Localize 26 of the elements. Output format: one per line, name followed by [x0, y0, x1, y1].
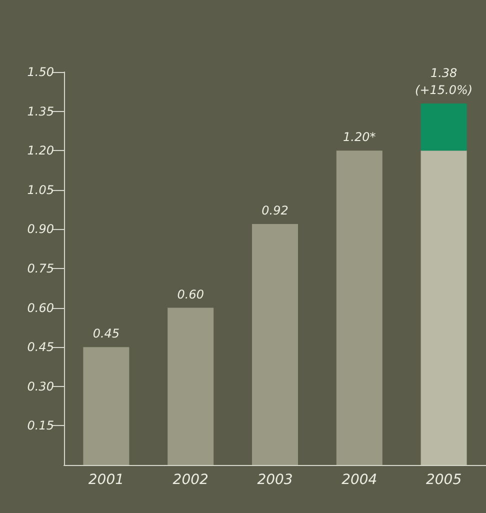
x-tick-label: 2003	[257, 472, 293, 488]
total-label: 0.45	[92, 326, 120, 341]
total-label: 1.20*	[343, 130, 376, 144]
bar	[336, 150, 382, 465]
bar	[252, 224, 298, 465]
bar	[168, 308, 214, 465]
total-label: 1.38 (+15.0%)	[415, 66, 473, 97]
x-tick-label: 2002	[172, 472, 208, 488]
total-label: 0.92	[262, 203, 288, 218]
y-tick-label: 0.45	[27, 340, 54, 354]
y-tick-label: 0.15	[27, 418, 54, 433]
y-tick-label: 1.05	[27, 182, 54, 197]
bar	[420, 150, 467, 465]
y-tick-label: 0.30	[27, 379, 54, 394]
y-tick-label: 0.90	[27, 222, 54, 236]
x-tick-label: 2004	[342, 472, 378, 488]
x-tick-label: 2001	[88, 472, 124, 488]
y-tick-label: 1.50	[27, 65, 54, 79]
bar	[420, 103, 467, 151]
x-tick-label: 2005	[426, 472, 462, 488]
y-tick-label: 1.20	[27, 144, 54, 158]
y-tick-label: 0.60	[27, 300, 54, 315]
y-tick-label: 1.35	[27, 104, 54, 118]
bar	[83, 347, 130, 465]
total-label: 0.60	[177, 287, 204, 302]
y-tick-label: 0.75	[27, 262, 54, 276]
